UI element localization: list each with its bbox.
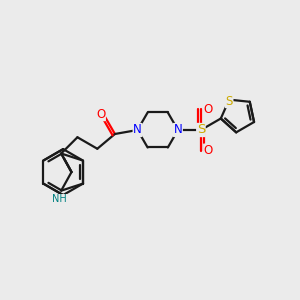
Text: S: S — [197, 124, 205, 136]
Text: O: O — [204, 144, 213, 157]
Text: O: O — [204, 103, 213, 116]
Text: N: N — [133, 124, 142, 136]
Text: NH: NH — [52, 194, 67, 205]
Text: O: O — [96, 108, 105, 121]
Text: N: N — [174, 124, 182, 136]
Text: S: S — [226, 94, 233, 108]
